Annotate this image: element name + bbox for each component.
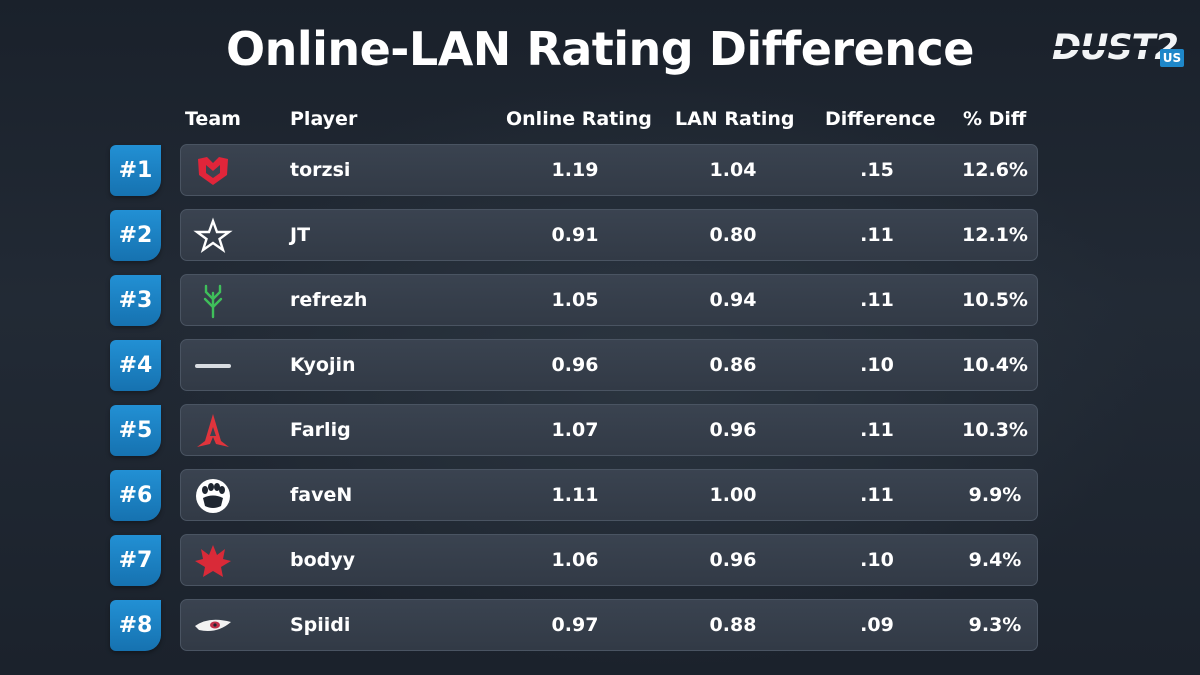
table-row: #3 refrezh 1.05 0.94 .11 10.5%	[0, 274, 1200, 328]
table-row: #2 JT 0.91 0.80 .11 12.1%	[0, 209, 1200, 263]
rating-difference: .09	[860, 614, 894, 636]
lan-rating: 0.88	[709, 614, 757, 636]
logo-us-badge: US	[1160, 49, 1184, 67]
player-name: refrezh	[290, 289, 368, 311]
row-bar	[180, 144, 1038, 196]
table-row: #4 Kyojin 0.96 0.86 .10 10.4%	[0, 339, 1200, 393]
online-rating: 0.97	[551, 614, 599, 636]
lan-rating: 0.96	[709, 549, 757, 571]
online-rating: 0.91	[551, 224, 599, 246]
row-bar	[180, 599, 1038, 651]
online-rating: 0.96	[551, 354, 599, 376]
pct-diff: 10.5%	[962, 289, 1028, 311]
dust2-us-logo: DUST2 US	[1052, 28, 1184, 74]
table-header: Team Player Online Rating LAN Rating Dif…	[0, 108, 1200, 134]
pct-diff: 9.9%	[968, 484, 1022, 506]
sprout-logo-icon	[193, 281, 233, 321]
header-pct-diff: % Diff	[963, 108, 1027, 130]
rating-difference: .11	[860, 224, 894, 246]
row-bar	[180, 274, 1038, 326]
rating-difference: .11	[860, 289, 894, 311]
rating-difference: .10	[860, 549, 894, 571]
complexity-star-logo-icon	[193, 216, 233, 256]
rank-badge: #6	[110, 470, 161, 521]
row-bar	[180, 404, 1038, 456]
lan-rating: 0.94	[709, 289, 757, 311]
row-bar	[180, 339, 1038, 391]
anonymo-logo-icon	[193, 541, 233, 581]
row-bar	[180, 534, 1038, 586]
pct-diff: 9.4%	[968, 549, 1022, 571]
rank-badge: #1	[110, 145, 161, 196]
pct-diff: 10.3%	[962, 419, 1028, 441]
logo-stripe	[1054, 46, 1158, 50]
lan-rating: 1.00	[709, 484, 757, 506]
no-team-dash-icon	[193, 346, 233, 386]
table-row: #6 faveN 1.11 1.00 .11 9.9%	[0, 469, 1200, 523]
pct-diff: 12.1%	[962, 224, 1028, 246]
lan-rating: 0.80	[709, 224, 757, 246]
rating-difference: .10	[860, 354, 894, 376]
rank-badge: #2	[110, 210, 161, 261]
header-team: Team	[185, 108, 241, 130]
rank-badge: #8	[110, 600, 161, 651]
player-name: Kyojin	[290, 354, 356, 376]
astralis-logo-icon	[193, 411, 233, 451]
table-row: #8 Spiidi 0.97 0.88 .09 9.3%	[0, 599, 1200, 653]
rank-badge: #5	[110, 405, 161, 456]
lan-rating: 0.96	[709, 419, 757, 441]
eternal-fire-eye-logo-icon	[193, 606, 233, 646]
online-rating: 1.19	[551, 159, 599, 181]
pct-diff: 9.3%	[968, 614, 1022, 636]
mousesports-logo-icon	[193, 151, 233, 191]
header-lan-rating: LAN Rating	[675, 108, 795, 130]
big-bear-paw-logo-icon	[193, 476, 233, 516]
rank-badge: #4	[110, 340, 161, 391]
lan-rating: 0.86	[709, 354, 757, 376]
rank-badge: #3	[110, 275, 161, 326]
row-bar	[180, 469, 1038, 521]
online-rating: 1.07	[551, 419, 599, 441]
header-player: Player	[290, 108, 358, 130]
player-name: faveN	[290, 484, 353, 506]
player-name: bodyy	[290, 549, 356, 571]
rating-difference: .15	[860, 159, 894, 181]
page-title: Online-LAN Rating Difference	[225, 22, 975, 76]
lan-rating: 1.04	[709, 159, 757, 181]
online-rating: 1.05	[551, 289, 599, 311]
player-name: Farlig	[290, 419, 351, 441]
player-name: Spiidi	[290, 614, 351, 636]
pct-diff: 10.4%	[962, 354, 1028, 376]
online-rating: 1.11	[551, 484, 599, 506]
player-name: torzsi	[290, 159, 351, 181]
player-name: JT	[290, 224, 311, 246]
rating-difference: .11	[860, 419, 894, 441]
rank-badge: #7	[110, 535, 161, 586]
table-row: #7 bodyy 1.06 0.96 .10 9.4%	[0, 534, 1200, 588]
header-online-rating: Online Rating	[506, 108, 652, 130]
table-row: #5 Farlig 1.07 0.96 .11 10.3%	[0, 404, 1200, 458]
row-bar	[180, 209, 1038, 261]
rating-difference: .11	[860, 484, 894, 506]
pct-diff: 12.6%	[962, 159, 1028, 181]
table-row: #1 torzsi 1.19 1.04 .15 12.6%	[0, 144, 1200, 198]
header-difference: Difference	[825, 108, 936, 130]
online-rating: 1.06	[551, 549, 599, 571]
